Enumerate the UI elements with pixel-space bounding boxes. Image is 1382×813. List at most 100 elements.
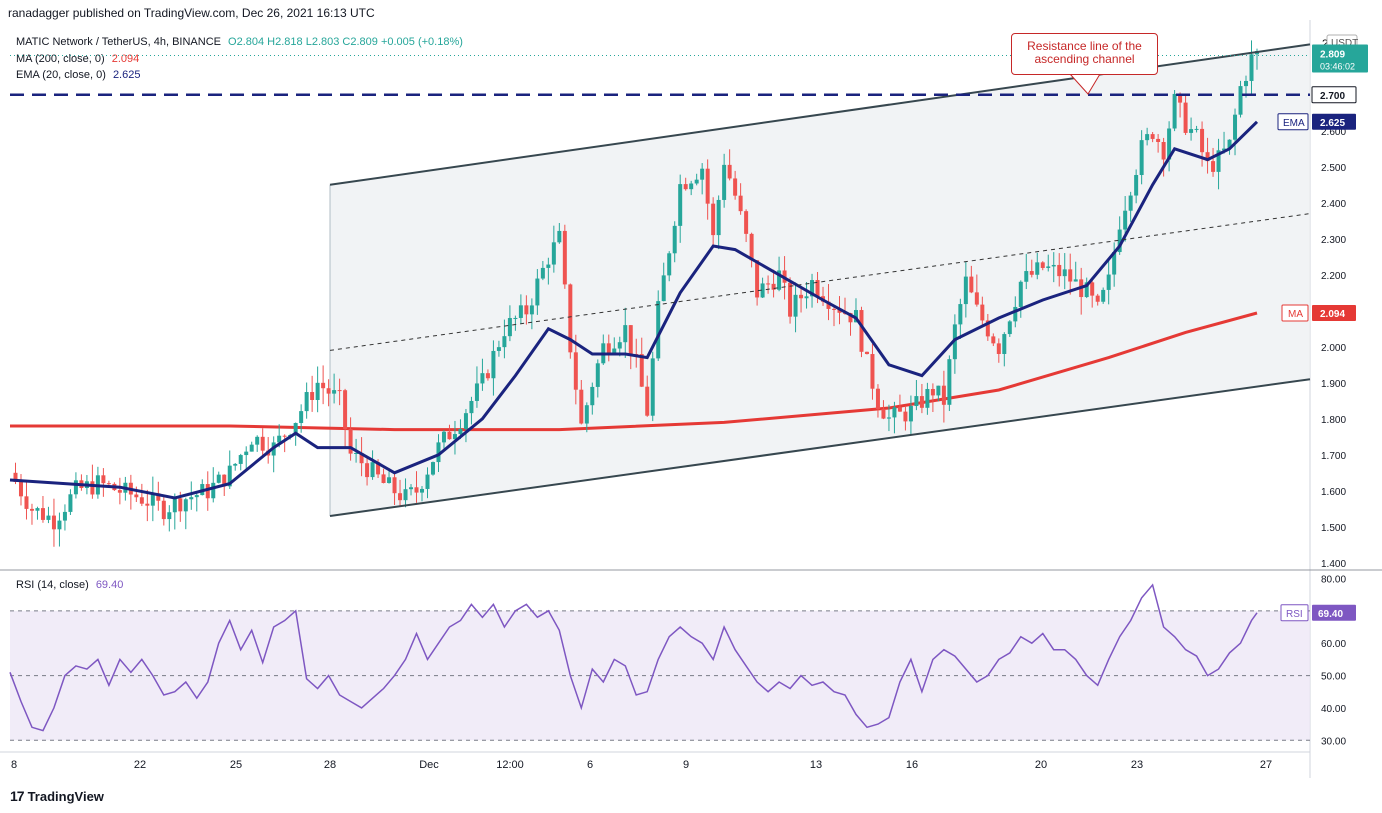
candle-body	[1040, 262, 1045, 268]
last-price-text: 2.809	[1320, 50, 1345, 61]
candle-body	[1189, 129, 1194, 133]
candle-body	[793, 294, 798, 317]
candle-body	[343, 390, 348, 430]
candle-body	[683, 184, 688, 190]
candle-body	[1090, 282, 1095, 296]
annotation-line1: Resistance line of the	[1027, 39, 1142, 53]
candle-body	[425, 474, 430, 489]
legend-ema[interactable]: EMA (20, close, 0) 2.625	[16, 69, 140, 81]
candle-body	[205, 484, 210, 499]
candle-body	[639, 354, 644, 387]
candle-body	[1117, 229, 1122, 253]
candle-body	[837, 309, 842, 313]
candle-body	[853, 310, 858, 323]
candle-body	[57, 520, 62, 530]
candle-body	[255, 436, 260, 445]
price-tick-label: 1.700	[1321, 451, 1346, 462]
tradingview-brand[interactable]: 17 TradingView	[10, 788, 104, 804]
candle-body	[348, 429, 353, 454]
candle-body	[1051, 264, 1056, 267]
candle-body	[441, 431, 446, 443]
rsi-value-box	[1312, 604, 1356, 621]
brand-name: TradingView	[27, 788, 104, 804]
level-tag-text: 2.700	[1320, 91, 1345, 102]
candle-body	[980, 304, 985, 321]
candle-body	[1068, 269, 1073, 282]
ema-price-tag-text: 2.625	[1320, 118, 1345, 129]
ema-tag-box	[1277, 113, 1309, 131]
candle-body	[507, 318, 512, 337]
time-axis-label: 20	[1035, 759, 1047, 771]
candle-body	[211, 482, 216, 499]
candle-body	[584, 405, 589, 424]
candle-body	[436, 442, 441, 463]
candle-body	[650, 358, 655, 416]
candle-body	[672, 225, 677, 254]
rsi-line	[9, 583, 1258, 732]
ma200-line	[10, 311, 1258, 432]
candle-body	[392, 477, 397, 494]
annotation-line2: ascending channel	[1034, 52, 1135, 66]
time-axis-label: 13	[810, 759, 822, 771]
candle-body	[903, 411, 908, 422]
candle-body	[73, 480, 78, 495]
candle-body	[1238, 86, 1243, 115]
candle-body	[1244, 80, 1249, 87]
candle-body	[881, 409, 886, 419]
resistance-annotation[interactable]: Resistance line of the ascending channel	[1011, 33, 1158, 75]
candle-body	[139, 497, 144, 504]
candle-body	[1062, 269, 1067, 277]
time-axis-label: 25	[230, 759, 242, 771]
legend-rsi[interactable]: RSI (14, close) 69.40	[16, 579, 123, 591]
candle-body	[249, 444, 254, 452]
candle-body	[332, 390, 337, 394]
candle-body	[859, 310, 864, 352]
candle-body	[645, 386, 650, 416]
ema20-line	[9, 120, 1259, 500]
candle-body	[244, 451, 249, 456]
candle-body	[551, 242, 556, 265]
candle-body	[496, 347, 501, 351]
candle-body	[194, 495, 199, 498]
candle-body	[491, 350, 496, 379]
candle-body	[1249, 54, 1254, 81]
candle-body	[260, 436, 265, 451]
price-tick-label: 1.400	[1321, 559, 1346, 570]
candle-body	[848, 313, 853, 323]
candle-body	[623, 325, 628, 343]
ema-label: EMA (20, close, 0)	[16, 69, 106, 81]
candle-body	[799, 294, 804, 299]
price-tick-label: 2.600	[1321, 127, 1346, 138]
candle-body	[1156, 138, 1161, 143]
candle-body	[617, 342, 622, 349]
time-axis-label: 28	[324, 759, 336, 771]
price-tick-label: 1.900	[1321, 379, 1346, 390]
candle-body	[183, 499, 188, 512]
time-axis-label: 16	[906, 759, 918, 771]
candle-body	[1233, 114, 1238, 140]
candle-body	[1145, 134, 1150, 141]
candle-body	[18, 482, 23, 497]
candle-body	[974, 292, 979, 305]
candle-body	[156, 493, 161, 501]
rsi-tick-label: 60.00	[1321, 639, 1346, 650]
rsi-tag-box	[1280, 604, 1309, 622]
candle-body	[1101, 289, 1106, 302]
candle-body	[1002, 334, 1007, 354]
candle-body	[90, 481, 95, 495]
time-axis-label: 12:00	[496, 759, 524, 771]
candle-body	[409, 487, 414, 490]
candle-body	[178, 498, 183, 512]
price-tick-label: 1.500	[1321, 523, 1346, 534]
time-axis-label: 27	[1260, 759, 1272, 771]
rsi-value-text: 69.40	[1318, 609, 1343, 620]
candle-body	[897, 407, 902, 412]
candle-body	[694, 179, 699, 184]
candle-body	[227, 465, 232, 487]
tradingview-logo-icon: 17	[10, 788, 25, 804]
price-tick-label: 2.500	[1321, 163, 1346, 174]
candle-body	[925, 388, 930, 408]
candle-body	[886, 417, 891, 419]
candle-body	[579, 389, 584, 424]
